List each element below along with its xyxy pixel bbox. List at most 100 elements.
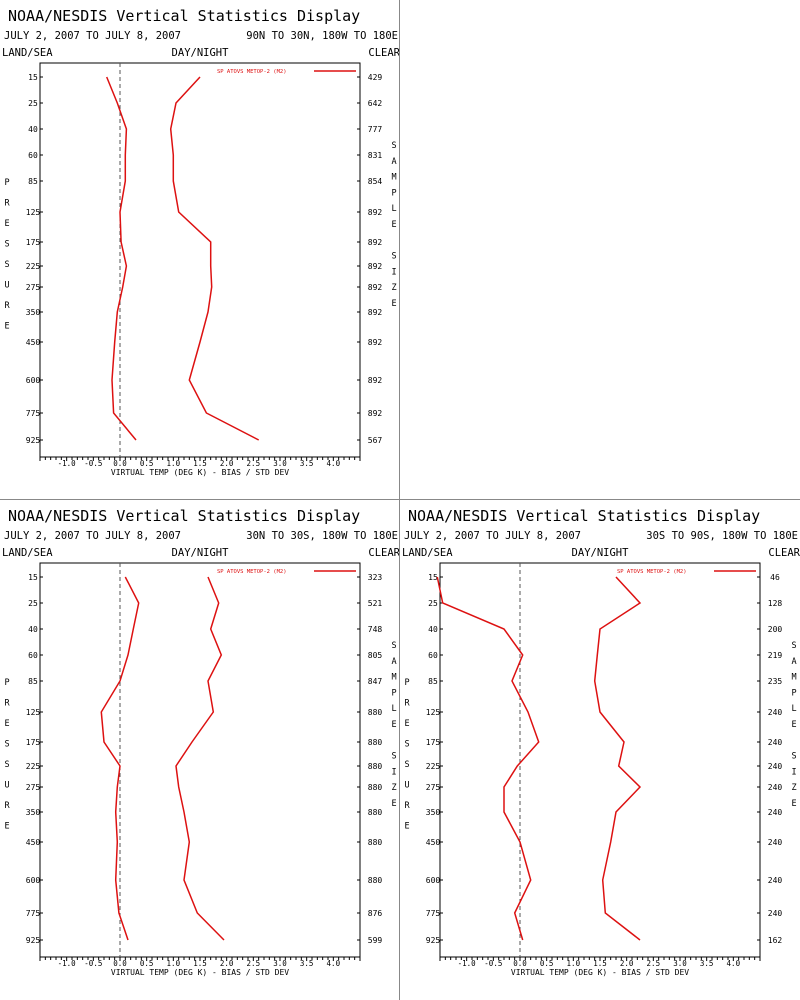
pressure-level-label: 275 bbox=[26, 783, 41, 792]
pressure-level-label: 225 bbox=[26, 762, 41, 771]
x-tick-label: 1.0 bbox=[167, 459, 181, 468]
pressure-level-label: 15 bbox=[28, 573, 38, 582]
sample-size-label: 240 bbox=[768, 708, 783, 717]
pressure-level-label: 175 bbox=[426, 738, 441, 747]
sample-size-axis-letter: P bbox=[391, 188, 396, 198]
sample-size-label: 880 bbox=[368, 738, 383, 747]
sample-size-label: 892 bbox=[368, 308, 383, 317]
chart-svg: NOAA/NESDIS Vertical Statistics Display J… bbox=[2, 7, 400, 477]
pressure-level-label: 600 bbox=[26, 876, 41, 885]
pressure-axis-letter: S bbox=[4, 240, 9, 250]
x-tick-label: 0.5 bbox=[140, 959, 154, 968]
series-line-std-dev bbox=[593, 576, 642, 941]
pressure-axis-letter: U bbox=[4, 281, 9, 291]
sample-size-axis-letter: S bbox=[791, 752, 796, 762]
pressure-axis-letter: P bbox=[4, 678, 9, 688]
pressure-level-label: 25 bbox=[428, 599, 438, 608]
sample-size-label: 642 bbox=[368, 99, 383, 108]
x-tick-label: 3.5 bbox=[300, 959, 314, 968]
pressure-level-label: 225 bbox=[26, 262, 41, 271]
chart-svg: NOAA/NESDIS Vertical Statistics Display J… bbox=[402, 507, 800, 977]
sample-size-label: 521 bbox=[368, 599, 383, 608]
pressure-axis-letter: U bbox=[4, 781, 9, 791]
x-tick-label: 2.5 bbox=[647, 959, 661, 968]
sample-size-axis-letter: P bbox=[391, 688, 396, 698]
sample-size-axis-letter: L bbox=[391, 704, 396, 714]
pressure-level-label: 925 bbox=[26, 936, 41, 945]
pressure-axis-letter: E bbox=[4, 719, 9, 729]
sample-size-axis-letter: E bbox=[791, 799, 796, 809]
pressure-axis-letter: R bbox=[4, 301, 10, 311]
pressure-axis-letter: R bbox=[4, 199, 10, 209]
sample-size-axis-letter: P bbox=[791, 688, 796, 698]
pressure-level-label: 60 bbox=[428, 651, 438, 660]
sample-size-axis-letter: L bbox=[391, 204, 396, 214]
plot-frame bbox=[439, 562, 761, 957]
sample-size-axis-letter: Z bbox=[391, 783, 396, 793]
sample-size-label: 240 bbox=[768, 909, 783, 918]
x-tick-label: 2.5 bbox=[247, 459, 261, 468]
x-tick-label: 0.0 bbox=[113, 959, 127, 968]
x-tick-label: 1.5 bbox=[193, 459, 207, 468]
pressure-level-label: 125 bbox=[26, 708, 41, 717]
pressure-level-label: 925 bbox=[426, 936, 441, 945]
chart-title: NOAA/NESDIS Vertical Statistics Display bbox=[8, 507, 360, 525]
pressure-axis-letter: E bbox=[404, 719, 409, 729]
date-range: JULY 2, 2007 TO JULY 8, 2007 bbox=[4, 30, 181, 42]
pressure-level-label: 600 bbox=[426, 876, 441, 885]
sample-size-axis-letter: I bbox=[791, 767, 796, 777]
sample-size-label: 880 bbox=[368, 708, 383, 717]
x-axis-label: VIRTUAL TEMP (DEG K) - BIAS / STD DEV bbox=[511, 968, 689, 977]
x-tick-label: 0.0 bbox=[113, 459, 127, 468]
pressure-axis-letter: S bbox=[404, 760, 409, 770]
pressure-level-label: 60 bbox=[28, 151, 38, 160]
pressure-axis-letter: R bbox=[404, 699, 410, 709]
chart-svg: NOAA/NESDIS Vertical Statistics Display J… bbox=[2, 507, 400, 977]
sample-size-axis-letter: I bbox=[391, 267, 396, 277]
x-tick-label: -0.5 bbox=[84, 959, 102, 968]
pressure-level-label: 25 bbox=[28, 599, 38, 608]
sample-size-axis-letter: A bbox=[391, 657, 396, 667]
land-sea-label: LAND/SEA bbox=[2, 547, 53, 559]
x-tick-label: 3.0 bbox=[673, 959, 687, 968]
clear-label: CLEAR bbox=[768, 547, 800, 559]
legend-label: SP ATOVS METOP-2 (M2) bbox=[617, 569, 687, 575]
sample-size-label: 892 bbox=[368, 208, 383, 217]
x-tick-label: 0.5 bbox=[540, 959, 554, 968]
x-tick-label: -1.0 bbox=[458, 959, 477, 968]
sample-size-label: 880 bbox=[368, 783, 383, 792]
pressure-axis-letter: P bbox=[4, 178, 9, 188]
x-axis-label: VIRTUAL TEMP (DEG K) - BIAS / STD DEV bbox=[111, 968, 289, 977]
sample-size-label: 240 bbox=[768, 808, 783, 817]
pressure-level-label: 225 bbox=[426, 762, 441, 771]
sample-size-axis-letter: E bbox=[391, 720, 396, 730]
panel-bottom-right: NOAA/NESDIS Vertical Statistics Display J… bbox=[400, 500, 800, 1000]
sample-size-axis-letter: M bbox=[391, 673, 396, 683]
pressure-axis-letter: R bbox=[4, 801, 10, 811]
pressure-level-label: 40 bbox=[428, 625, 438, 634]
x-tick-label: -0.5 bbox=[484, 959, 502, 968]
pressure-axis-letter: S bbox=[404, 740, 409, 750]
pressure-axis-letter: E bbox=[4, 219, 9, 229]
x-tick-label: 2.0 bbox=[220, 959, 234, 968]
sample-size-label: 892 bbox=[368, 338, 383, 347]
sample-size-label: 847 bbox=[368, 677, 383, 686]
pressure-level-label: 775 bbox=[26, 909, 41, 918]
sample-size-axis-letter: S bbox=[391, 752, 396, 762]
pressure-level-label: 600 bbox=[26, 376, 41, 385]
pressure-level-label: 40 bbox=[28, 125, 38, 134]
pressure-level-label: 450 bbox=[26, 338, 41, 347]
sample-size-label: 805 bbox=[368, 651, 383, 660]
series-line-bias bbox=[100, 576, 140, 941]
legend-label: SP ATOVS METOP-2 (M2) bbox=[217, 69, 287, 75]
sample-size-axis-letter: M bbox=[791, 673, 796, 683]
sample-size-label: 599 bbox=[368, 936, 383, 945]
sample-size-label: 831 bbox=[368, 151, 383, 160]
pressure-axis-letter: R bbox=[4, 699, 10, 709]
day-night-label: DAY/NIGHT bbox=[172, 47, 230, 59]
sample-size-label: 323 bbox=[368, 573, 383, 582]
pressure-axis-letter: R bbox=[404, 801, 410, 811]
pressure-axis-letter: E bbox=[4, 322, 9, 332]
pressure-level-label: 175 bbox=[26, 738, 41, 747]
clear-label: CLEAR bbox=[368, 547, 400, 559]
